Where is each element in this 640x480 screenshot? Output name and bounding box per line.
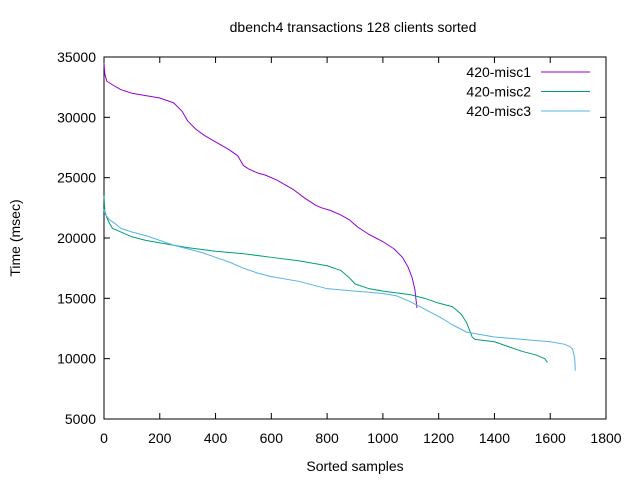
x-tick-label: 600 xyxy=(260,430,284,446)
y-tick-label: 10000 xyxy=(57,351,96,367)
legend: 420-misc1 420-misc2 420-misc3 xyxy=(466,64,590,119)
x-tick-label: 1600 xyxy=(535,430,566,446)
y-tick-label: 35000 xyxy=(57,49,96,65)
x-tick-label: 1000 xyxy=(367,430,398,446)
x-tick-label: 1800 xyxy=(590,430,621,446)
x-tick-label: 1400 xyxy=(479,430,510,446)
series-line-420-misc2 xyxy=(103,195,548,363)
legend-label: 420-misc2 xyxy=(466,84,531,100)
x-tick-label: 1200 xyxy=(423,430,454,446)
series-line-420-misc3 xyxy=(103,208,576,371)
x-tick-label: 0 xyxy=(100,430,108,446)
axis-ticks: 0 200 400 600 800 1000 1200 1400 1600 1800 5000 100… xyxy=(57,49,622,446)
y-tick-label: 30000 xyxy=(57,109,96,125)
y-tick-label: 5000 xyxy=(65,411,96,427)
y-tick-label: 15000 xyxy=(57,290,96,306)
y-tick-label: 25000 xyxy=(57,170,96,186)
legend-label: 420-misc1 xyxy=(466,64,531,80)
series-line-420-misc1 xyxy=(103,62,418,309)
y-tick-label: 20000 xyxy=(57,230,96,246)
x-tick-label: 200 xyxy=(148,430,172,446)
chart-title: dbench4 transactions 128 clients sorted xyxy=(230,19,477,35)
x-tick-label: 400 xyxy=(204,430,228,446)
x-tick-label: 800 xyxy=(315,430,339,446)
y-axis-title: Time (msec) xyxy=(7,199,23,276)
x-axis-title: Sorted samples xyxy=(306,458,403,474)
legend-label: 420-misc3 xyxy=(466,103,531,119)
series-lines xyxy=(103,62,576,371)
